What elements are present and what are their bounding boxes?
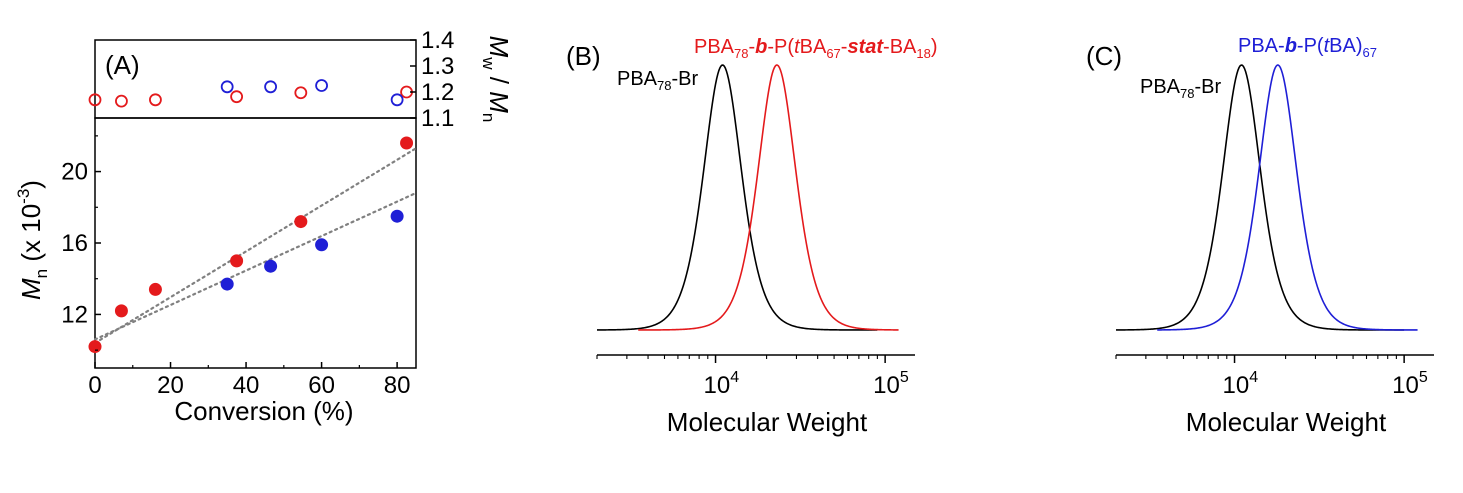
panel-a-x-axis-title: Conversion (%) [174,396,353,426]
panel-b-label-block-copolymer: PBA78-b-P(tBA67-stat-BA18) [694,36,938,61]
mn-point-1-2 [315,238,329,252]
panel-b-curve-1 [638,64,899,331]
conversion-tick-label-0: 0 [88,372,101,399]
conversion-tick-label-2: 40 [233,372,260,399]
panel-a-top-frame [94,39,417,119]
dispersity-point-0-2 [149,93,162,107]
mn-point-0-1 [114,304,128,318]
panel-b-label: (B) [566,41,601,71]
panel-b-curves [596,64,899,331]
panel-c-tick-label-0: 104 [1223,369,1259,399]
dispersity-tick-label-2: 1.3 [421,53,454,80]
mn-point-0-2 [148,282,162,296]
panel-c: (C) 104 105 Molecular Weight PBA78-Br PBA… [1086,35,1434,437]
dispersity-point-1-0 [220,80,234,94]
panel-a-label: (A) [105,50,140,80]
panel-b-x-ticks: 104 105 [596,355,909,399]
mn-point-0-4 [294,215,308,229]
dispersity-tick-label-0: 1.1 [421,105,454,132]
panel-c-label: (C) [1086,41,1122,71]
panel-b-curve-0 [596,64,878,331]
mn-point-0-5 [400,136,414,150]
dispersity-point-0-1 [115,94,128,108]
panel-a-mn-ticks: 12 16 20 [61,135,101,351]
mn-point-0-0 [88,340,102,354]
dispersity-tick-label-3: 1.4 [421,27,454,54]
conversion-tick-label-3: 60 [308,372,335,399]
panel-b-x-axis-title: Molecular Weight [667,407,868,437]
conversion-tick-label-4: 80 [384,372,411,399]
panel-c-x-axis-title: Molecular Weight [1186,407,1387,437]
panel-a: (A) 1.11.21.31.4 12 16 20 0 20 40 60 80 Conver… [14,27,514,426]
mn-point-1-3 [390,209,404,223]
panel-b-tick-label-1: 105 [873,369,909,399]
dispersity-point-0-3 [230,90,244,104]
panel-c-tick-label-1: 105 [1392,369,1428,399]
panel-a-fit-lines [93,147,418,345]
mn-point-1-1 [264,259,278,273]
mn-point-1-0 [220,277,234,291]
panel-c-label-block-copolymer: PBA-b-P(tBA)67 [1238,35,1377,60]
panel-c-label-pba-br: PBA78-Br [1140,76,1222,101]
panel-c-curves [1115,64,1418,331]
panel-c-x-ticks: 104 105 [1115,355,1428,399]
conversion-tick-label-1: 20 [157,372,184,399]
panel-a-dispersity-points [88,79,413,108]
dispersity-point-0-0 [88,93,102,107]
panel-a-bottom-frame [94,117,417,369]
fit-line-0 [93,147,418,345]
dispersity-point-1-2 [315,79,328,92]
panel-a-mn-axis-title: Mn (x 10-3) [14,180,51,300]
mn-tick-label-0: 12 [61,301,88,328]
dispersity-tick-label-1: 1.2 [421,79,454,106]
mn-point-0-3 [230,254,244,268]
dispersity-point-1-1 [264,80,278,94]
mn-tick-label-1: 16 [61,230,88,257]
panel-a-mn-points [88,136,414,354]
mn-tick-label-2: 20 [61,159,88,186]
panel-a-x-ticks: 0 20 40 60 80 [88,362,410,399]
dispersity-point-0-4 [294,86,308,100]
panel-a-dispersity-ticks: 1.11.21.31.4 [410,27,454,132]
fit-line-1 [93,191,418,341]
panel-c-curve-1 [1157,64,1418,331]
panel-b-label-pba-br: PBA78-Br [617,68,699,93]
panel-c-curve-0 [1115,64,1405,331]
panel-a-dispersity-axis-title: Mw / Mn [479,36,514,123]
dispersity-point-1-3 [390,93,404,107]
panel-b-tick-label-0: 104 [704,369,740,399]
panel-b: (B) 104 105 Molecular Weight PBA78-Br PBA… [566,36,938,437]
